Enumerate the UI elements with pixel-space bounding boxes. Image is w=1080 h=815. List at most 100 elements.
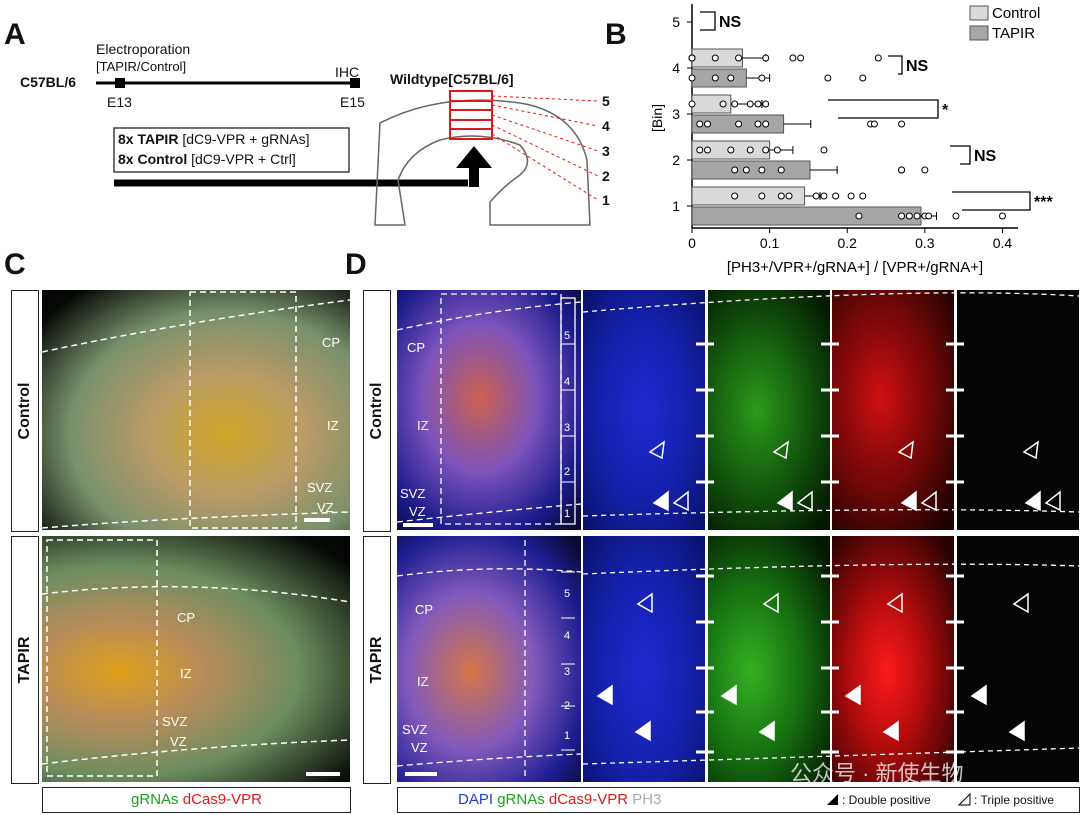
- data-point: [731, 192, 739, 200]
- data-point: [998, 212, 1006, 220]
- data-point: [754, 120, 762, 128]
- layer-cp: CP: [415, 602, 434, 617]
- significance-bracket: [888, 55, 903, 75]
- data-point: [812, 192, 820, 200]
- bar-control: [691, 186, 806, 206]
- bin-label-3: 3: [602, 143, 610, 159]
- panel-c-legend: gRNAs dCas9-VPR: [42, 787, 351, 813]
- data-point: [913, 212, 921, 220]
- data-point: [859, 192, 867, 200]
- layer-vz: VZ: [409, 504, 426, 519]
- panel-d-tapir-label: TAPIR: [363, 536, 391, 784]
- electroporation-label: Electroporation: [96, 41, 191, 57]
- significance-bracket: [950, 145, 971, 165]
- significance-label: NS: [974, 148, 997, 165]
- data-point: [789, 54, 797, 62]
- legend-dcas9: dCas9-VPR: [548, 791, 629, 808]
- significance-bracket: [700, 11, 716, 31]
- bar-chart: 0 0.1 0.2 0.3 0.4 5 4 3 2 1 NS NS * NS *** [Bin] [PH3+/V…: [649, 4, 1053, 276]
- y-tick-label: 2: [672, 152, 680, 168]
- layer-svz: SVZ: [402, 722, 428, 737]
- y-tick-label: 4: [672, 60, 680, 76]
- legend-label: TAPIR: [992, 25, 1035, 42]
- layer-svz: SVZ: [307, 480, 333, 495]
- micrograph-d-tapir-vpr: [832, 536, 954, 782]
- wildtype-label: Wildtype[C57BL/6]: [390, 71, 514, 87]
- panel-c-tapir-label: TAPIR: [11, 536, 39, 784]
- layer-svz: SVZ: [400, 486, 426, 501]
- layer-cp: CP: [407, 340, 426, 355]
- condition-control: 8x Control [dC9-VPR + Ctrl]: [118, 151, 296, 167]
- x-axis-label: [PH3+/VPR+/gRNA+] / [VPR+/gRNA+]: [727, 259, 983, 276]
- data-point: [704, 120, 712, 128]
- bar-tapir: [691, 68, 747, 88]
- data-point: [898, 120, 906, 128]
- x-tick-label: 0.1: [760, 235, 780, 251]
- micrograph-d-tapir-dapi: [583, 536, 705, 782]
- y-tick-label: 3: [672, 106, 680, 122]
- data-point: [704, 146, 712, 154]
- layer-vz: VZ: [170, 734, 187, 749]
- condition-tapir: 8x TAPIR [dC9-VPR + gRNAs]: [118, 131, 310, 147]
- data-point: [711, 54, 719, 62]
- data-point: [824, 74, 832, 82]
- panel-d-control-label: Control: [363, 290, 391, 532]
- legend-ph3: PH3: [632, 791, 662, 808]
- data-point: [735, 54, 743, 62]
- data-point: [870, 120, 878, 128]
- bin-4: 4: [564, 630, 571, 642]
- panel-c-control-label: Control: [11, 290, 39, 532]
- x-tick-label: 0: [688, 235, 696, 251]
- bin-label-2: 2: [602, 168, 610, 184]
- layer-svz: SVZ: [162, 714, 188, 729]
- mouse-strain: C57BL/6: [20, 74, 77, 90]
- data-point: [754, 100, 762, 108]
- data-point: [758, 74, 766, 82]
- data-point: [777, 192, 785, 200]
- e15-label: E15: [340, 94, 365, 110]
- panel-c-letter: C: [4, 248, 26, 281]
- data-point: [762, 120, 770, 128]
- micrograph-d-control-merge: CP IZ SVZ VZ 5 4 3 2 1: [397, 290, 581, 530]
- panel-a-letter: A: [4, 18, 26, 51]
- x-tick-label: 0.2: [838, 235, 858, 251]
- data-point: [921, 166, 929, 174]
- bin-4: 4: [564, 376, 571, 388]
- micrograph-d-control-vpr: [832, 290, 954, 530]
- micrograph-c-tapir: CP IZ SVZ VZ: [42, 536, 350, 782]
- legend-swatch: [969, 5, 989, 21]
- panel-d-letter: D: [345, 248, 367, 281]
- ihc-label: IHC: [335, 64, 360, 80]
- bar-tapir: [691, 206, 922, 226]
- legend-triple: : Triple positive: [974, 793, 1055, 807]
- micrograph-d-control-grnas: [708, 290, 830, 530]
- data-point: [797, 54, 805, 62]
- micrograph-d-control-dapi: [583, 290, 705, 530]
- legend-grnas: gRNAs: [497, 791, 545, 808]
- bin-1: 1: [564, 730, 571, 742]
- double-positive-icon: [827, 794, 838, 805]
- data-point: [746, 146, 754, 154]
- data-point: [762, 100, 770, 108]
- significance-label: *: [942, 102, 949, 119]
- data-point: [727, 74, 735, 82]
- y-axis-label: [Bin]: [649, 104, 665, 132]
- bin-2: 2: [564, 700, 571, 712]
- bin-5: 5: [564, 330, 571, 342]
- data-point: [731, 100, 739, 108]
- y-tick-label: 1: [672, 198, 680, 214]
- data-point: [905, 212, 913, 220]
- significance-bracket: [828, 99, 939, 119]
- data-point: [820, 146, 828, 154]
- x-tick-label: 0.3: [915, 235, 935, 251]
- legend-dcas9: dCas9-VPR: [182, 791, 262, 808]
- legend-label: Control: [992, 5, 1040, 22]
- data-point: [762, 54, 770, 62]
- data-point: [696, 146, 704, 154]
- data-point: [820, 192, 828, 200]
- data-point: [688, 54, 696, 62]
- data-point: [874, 54, 882, 62]
- micrograph-d-control-ph3: [957, 290, 1079, 530]
- legend-grnas: gRNAs: [131, 791, 179, 808]
- micrograph-d-tapir-merge: CP IZ SVZ VZ 5 4 3 2 1: [397, 536, 581, 782]
